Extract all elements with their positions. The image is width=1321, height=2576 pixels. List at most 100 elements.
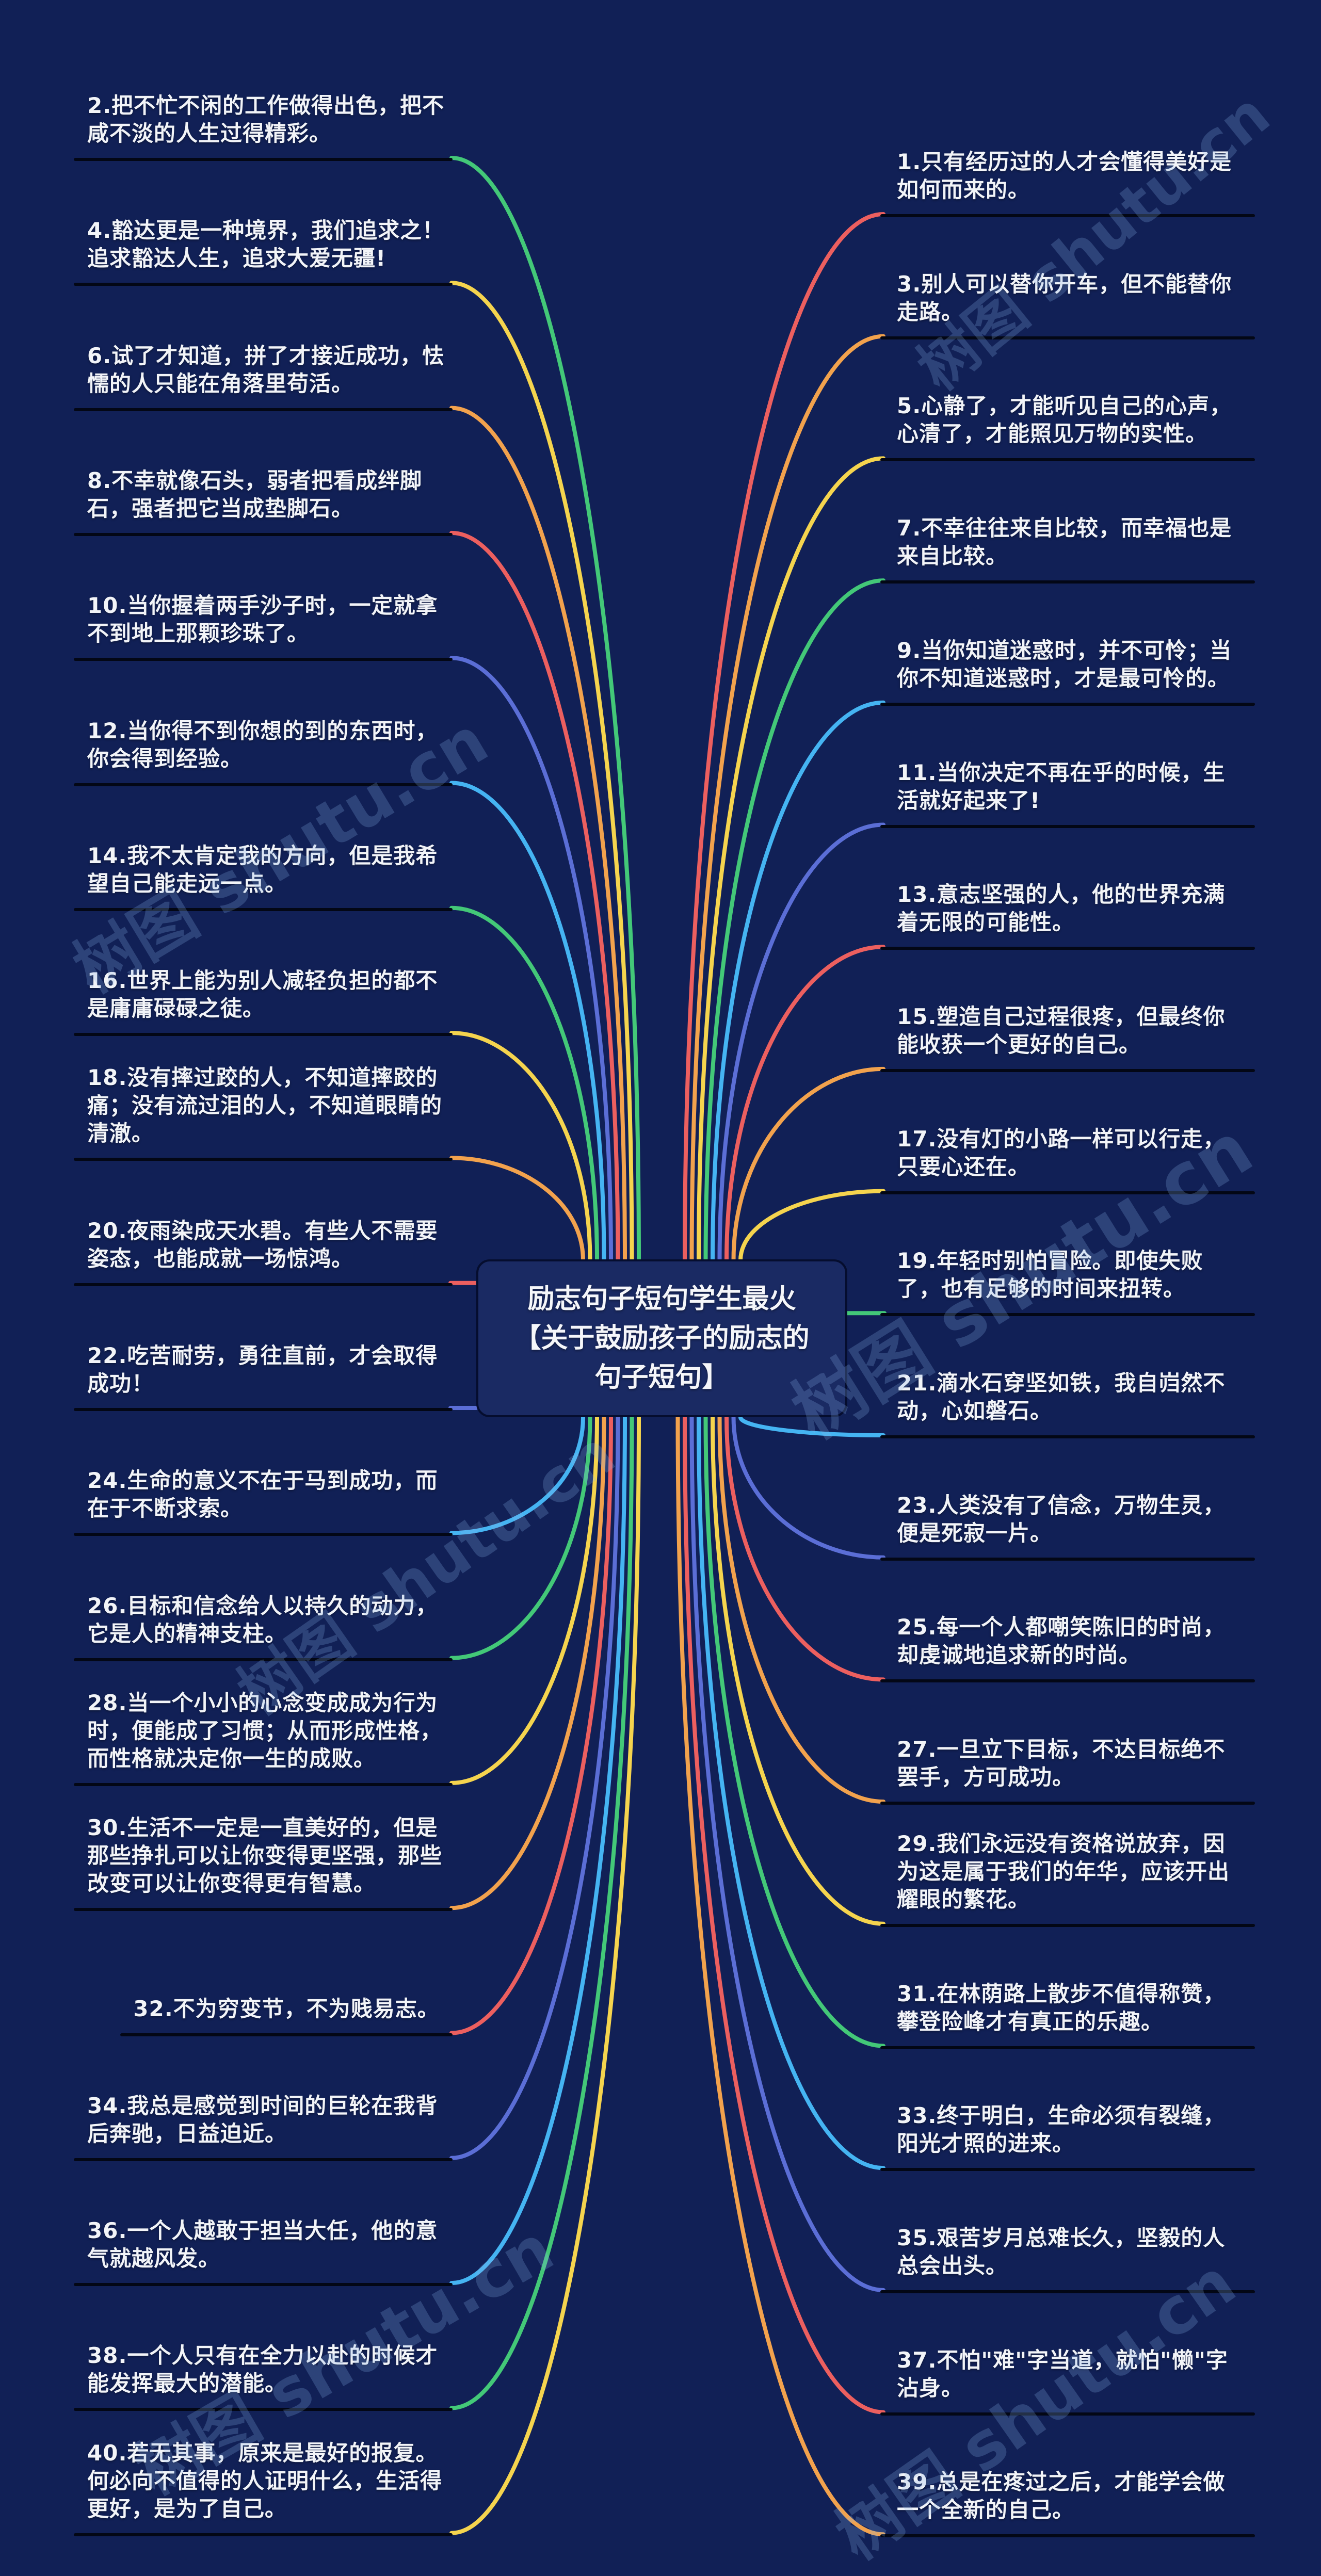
branch-curve: [689, 334, 885, 1262]
quote-node[interactable]: 2.把不忙不闲的工作做得出色，把不咸不淡的人生过得精彩。: [74, 92, 453, 161]
branch-curve: [449, 1156, 585, 1262]
quote-node[interactable]: 40.若无其事，原来是最好的报复。何必向不值得的人证明什么，生活得更好，是为了自…: [74, 2439, 453, 2536]
node-underline: [880, 1191, 1255, 1194]
quote-node[interactable]: 13.意志坚强的人，他的世界充满着无限的可能性。: [880, 881, 1255, 950]
quote-text: 38.一个人只有在全力以赴的时候才能发挥最大的潜能。: [87, 2343, 438, 2396]
node-underline: [880, 2046, 1255, 2049]
node-underline: [880, 1802, 1255, 1805]
node-underline: [74, 1158, 453, 1161]
node-underline: [880, 214, 1255, 217]
quote-node[interactable]: 26.目标和信念给人以持久的动力，它是人的精神支柱。: [74, 1592, 453, 1661]
quote-text: 37.不怕"难"字当道，就怕"懒"字沾身。: [897, 2347, 1228, 2401]
node-underline: [74, 1033, 453, 1036]
quote-text: 25.每一个人都嘲笑陈旧的时尚，却虔诚地追求新的时尚。: [897, 1614, 1226, 1668]
node-underline: [880, 1313, 1255, 1317]
node-underline: [74, 2408, 453, 2411]
quote-node[interactable]: 35.艰苦岁月总难长久，坚毅的人总会出头。: [880, 2224, 1255, 2293]
quote-node[interactable]: 24.生命的意义不在于马到成功，而在于不断求索。: [74, 1467, 453, 1536]
quote-node[interactable]: 17.没有灯的小路一样可以行走，只要心还在。: [880, 1125, 1255, 1194]
quote-node[interactable]: 15.塑造自己过程很疼，但最终你能收获一个更好的自己。: [880, 1003, 1255, 1072]
quote-node[interactable]: 33.终于明白，生命必须有裂缝，阳光才照的进来。: [880, 2102, 1255, 2172]
quote-text: 5.心静了，才能听见自己的心声，心清了，才能照见万物的实性。: [897, 393, 1232, 447]
branch-curve: [449, 1415, 634, 2410]
quote-node[interactable]: 12.当你得不到你想的到的东西时，你会得到经验。: [74, 717, 453, 786]
quote-node[interactable]: 19.年轻时别怕冒险。即使失败了，也有足够的时间来扭转。: [880, 1247, 1255, 1317]
quote-node[interactable]: 28.当一个小小的心念变成成为行为时，便能成了习惯；从而形成性格，而性格就决定你…: [74, 1689, 453, 1786]
quote-node[interactable]: 29.我们永远没有资格说放弃，因为这是属于我们的年华，应该开出耀眼的繁花。: [880, 1830, 1255, 1927]
quote-node[interactable]: 4.豁达更是一种境界，我们追求之！ 追求豁达人生，追求大爱无疆!: [74, 217, 453, 286]
branch-curve: [449, 1415, 599, 1785]
node-underline: [74, 783, 453, 786]
quote-text: 24.生命的意义不在于马到成功，而在于不断求索。: [87, 1468, 438, 1521]
quote-node[interactable]: 20.夜雨染成天水碧。有些人不需要姿态，也能成就一场惊鸿。: [74, 1217, 453, 1286]
quote-node[interactable]: 1.只有经历过的人才会懂得美好是如何而来的。: [880, 148, 1255, 217]
quote-node[interactable]: 22.吃苦耐劳，勇往直前，才会取得成功！: [74, 1342, 453, 1411]
quote-text: 2.把不忙不闲的工作做得出色，把不咸不淡的人生过得精彩。: [87, 93, 445, 146]
branch-curve: [675, 1415, 885, 2537]
node-underline: [74, 532, 453, 536]
node-underline: [74, 408, 453, 411]
center-topic[interactable]: 励志句子短句学生最火【关于鼓励孩子的励志的句子短句】: [476, 1259, 847, 1417]
quote-node[interactable]: 25.每一个人都嘲笑陈旧的时尚，却虔诚地追求新的时尚。: [880, 1613, 1255, 1683]
branch-curve: [731, 1415, 885, 1560]
quote-node[interactable]: 11.当你决定不再在乎的时候，生活就好起来了!: [880, 759, 1255, 828]
branch-curve: [697, 456, 885, 1262]
branch-curve: [711, 700, 885, 1262]
branch-curve: [724, 945, 885, 1262]
quote-text: 3.别人可以替你开车，但不能替你走路。: [897, 271, 1232, 325]
quote-node[interactable]: 32.不为穷变节，不为贱易志。: [120, 1995, 453, 2036]
branch-curve: [449, 1415, 592, 1660]
quote-node[interactable]: 16.世界上能为别人减轻负担的都不是庸庸碌碌之徒。: [74, 967, 453, 1036]
quote-node[interactable]: 37.不怕"难"字当道，就怕"懒"字沾身。: [880, 2346, 1255, 2416]
quote-text: 31.在林荫路上散步不值得称赞，攀登险峰才有真正的乐趣。: [897, 1981, 1226, 2034]
quote-node[interactable]: 8.不幸就像石头，弱者把看成绊脚石，强者把它当成垫脚石。: [74, 467, 453, 536]
branch-curve: [449, 1415, 620, 2160]
quote-node[interactable]: 6.试了才知道，拼了才接近成功，怯懦的人只能在角落里苟活。: [74, 342, 453, 411]
node-underline: [880, 1557, 1255, 1561]
quote-node[interactable]: 10.当你握着两手沙子时，一定就拿不到地上那颗珍珠了。: [74, 592, 453, 661]
branch-curve: [449, 406, 627, 1262]
branch-curve: [449, 156, 641, 1262]
branch-curve: [449, 1031, 592, 1262]
branch-curve: [703, 1415, 885, 2048]
node-underline: [74, 1658, 453, 1661]
branch-curve: [683, 212, 885, 1262]
node-underline: [880, 458, 1255, 462]
quote-node[interactable]: 23.人类没有了信念，万物生灵，便是死寂一片。: [880, 1492, 1255, 1561]
quote-text: 4.豁达更是一种境界，我们追求之！ 追求豁达人生，追求大爱无疆!: [87, 218, 445, 271]
quote-node[interactable]: 36.一个人越敢于担当大任，他的意气就越风发。: [74, 2217, 453, 2287]
quote-node[interactable]: 7.不幸往往来自比较，而幸福也是来自比较。: [880, 514, 1255, 584]
quote-node[interactable]: 18.没有摔过跤的人，不知道摔跤的痛；没有流过泪的人，不知道眼睛的清澈。: [74, 1064, 453, 1161]
quote-text: 17.没有灯的小路一样可以行走，只要心还在。: [897, 1126, 1226, 1179]
quote-node[interactable]: 31.在林荫路上散步不值得称赞，攀登险峰才有真正的乐趣。: [880, 1980, 1255, 2049]
quote-node[interactable]: 14.我不太肯定我的方向，但是我希望自己能走远一点。: [74, 842, 453, 911]
center-topic-label: 励志句子短句学生最火【关于鼓励孩子的励志的句子短句】: [514, 1284, 810, 1393]
quote-text: 8.不幸就像石头，弱者把看成绊脚石，强者把它当成垫脚石。: [87, 467, 423, 521]
node-underline: [880, 1679, 1255, 1683]
quote-text: 22.吃苦耐劳，勇往直前，才会取得成功！: [87, 1343, 438, 1396]
quote-text: 34.我总是感觉到时间的巨轮在我背后奔驰，日益迫近。: [87, 2093, 438, 2146]
quote-node[interactable]: 34.我总是感觉到时间的巨轮在我背后奔驰，日益迫近。: [74, 2092, 453, 2161]
node-underline: [74, 1283, 453, 1286]
node-underline: [74, 2533, 453, 2536]
branch-curve: [731, 1066, 885, 1262]
node-underline: [74, 1533, 453, 1536]
quote-node[interactable]: 5.心静了，才能听见自己的心声，心清了，才能照见万物的实性。: [880, 392, 1255, 462]
quote-node[interactable]: 21.滴水石穿坚如铁，我自岿然不动，心如磐石。: [880, 1369, 1255, 1438]
node-underline: [880, 824, 1255, 828]
quote-node[interactable]: 30.生活不一定是一直美好的，但是那些挣扎可以让你变得更坚强，那些改变可以让你变…: [74, 1814, 453, 1911]
quote-text: 20.夜雨染成天水碧。有些人不需要姿态，也能成就一场惊鸿。: [87, 1218, 438, 1271]
quote-node[interactable]: 38.一个人只有在全力以赴的时候才能发挥最大的潜能。: [74, 2342, 453, 2411]
quote-text: 26.目标和信念给人以持久的动力，它是人的精神支柱。: [87, 1593, 438, 1646]
quote-node[interactable]: 3.别人可以替你开车，但不能替你走路。: [880, 270, 1255, 339]
quote-node[interactable]: 9.当你知道迷惑时，并不可怜；当你不知道迷惑时，才是最可怜的。: [880, 637, 1255, 706]
node-underline: [74, 2158, 453, 2161]
branch-curve: [717, 822, 885, 1262]
node-underline: [74, 158, 453, 161]
quote-text: 7.不幸往往来自比较，而幸福也是来自比较。: [897, 515, 1232, 569]
quote-node[interactable]: 27.一旦立下目标，不达目标绝不罢手，方可成功。: [880, 1736, 1255, 1805]
branch-curve: [449, 656, 613, 1262]
node-underline: [74, 1783, 453, 1786]
quote-node[interactable]: 39.总是在疼过之后，才能学会做一个全新的自己。: [880, 2468, 1255, 2538]
